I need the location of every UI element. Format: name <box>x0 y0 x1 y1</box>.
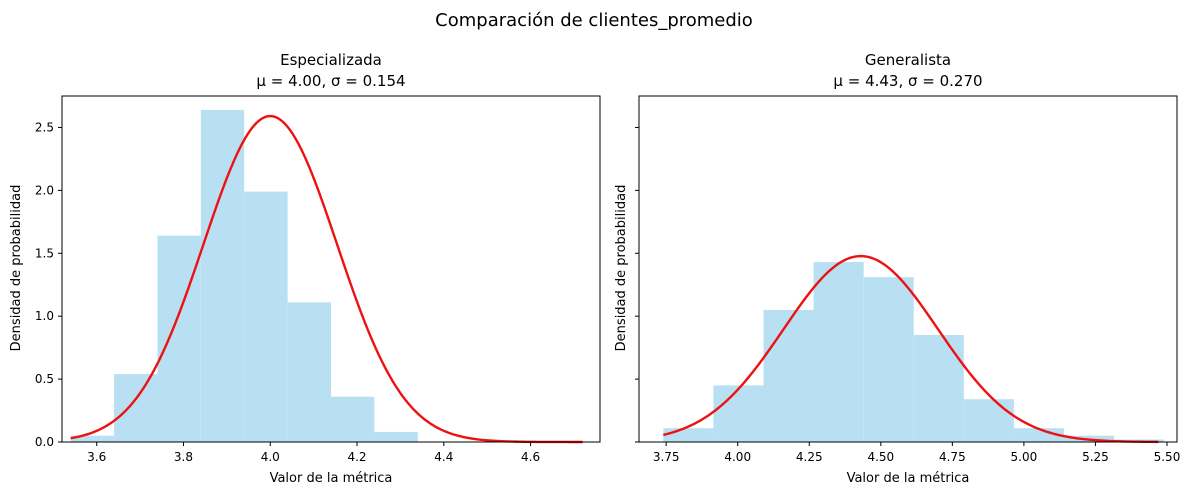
x-axis-label: Valor de la métrica <box>847 471 970 486</box>
y-tick-label: 2.5 <box>35 120 54 134</box>
panel-title-line1: Generalista <box>865 51 951 69</box>
x-tick-label: 4.4 <box>434 450 453 464</box>
figure-title: Comparación de clientes_promedio <box>435 10 753 31</box>
normal-curve <box>70 114 583 444</box>
panel-especializada: Especializada μ = 4.00, σ = 0.154 Valor … <box>9 51 601 486</box>
x-tick-label: 4.0 <box>261 450 280 464</box>
histogram-bar <box>963 399 1014 442</box>
histogram-bar <box>244 191 288 442</box>
x-tick-label: 4.2 <box>347 450 366 464</box>
y-tick-label: 0.0 <box>35 435 54 449</box>
x-tick-label: 4.6 <box>521 450 540 464</box>
histogram-bar <box>813 262 864 442</box>
normal-curve <box>663 254 1159 444</box>
x-tick-label: 4.50 <box>867 450 894 464</box>
histogram-bar <box>913 335 964 442</box>
x-tick-label: 5.50 <box>1154 450 1181 464</box>
histogram-bar <box>374 431 418 442</box>
x-tick-label: 3.8 <box>174 450 193 464</box>
y-tick-label: 1.0 <box>35 309 54 323</box>
x-axis-label: Valor de la métrica <box>270 471 393 486</box>
histogram-bar <box>713 385 764 442</box>
x-tick-label: 4.00 <box>724 450 751 464</box>
histogram-bar <box>863 277 914 442</box>
y-tick-label: 0.5 <box>35 372 54 386</box>
axes-frame <box>638 95 1178 443</box>
y-tick-label: 1.5 <box>35 246 54 260</box>
histogram-bar <box>114 374 158 442</box>
histogram-bar <box>200 109 245 442</box>
histogram-bar <box>763 309 814 442</box>
x-tick-label: 5.25 <box>1082 450 1109 464</box>
y-axis-label: Densidad de probabilidad <box>9 185 24 352</box>
x-tick-label: 4.25 <box>796 450 823 464</box>
y-axis-label: Densidad de probabilidad <box>614 185 629 352</box>
histogram-bar <box>331 396 375 442</box>
x-tick-label: 3.6 <box>87 450 106 464</box>
axes-frame <box>61 95 601 443</box>
panel-title-line2: μ = 4.43, σ = 0.270 <box>833 72 982 90</box>
histogram-bar <box>287 302 331 442</box>
panel-generalista: Generalista μ = 4.43, σ = 0.270 Valor de… <box>614 51 1180 486</box>
histogram-bar <box>1013 428 1064 442</box>
panel-title-line2: μ = 4.00, σ = 0.154 <box>256 72 405 90</box>
x-tick-label: 5.00 <box>1011 450 1038 464</box>
x-tick-label: 3.75 <box>653 450 680 464</box>
x-tick-label: 4.75 <box>939 450 966 464</box>
histogram-bar <box>663 428 714 442</box>
y-tick-label: 2.0 <box>35 183 54 197</box>
histogram-bar <box>70 435 115 442</box>
histogram-bar <box>157 235 201 442</box>
panel-title-line1: Especializada <box>280 51 382 69</box>
